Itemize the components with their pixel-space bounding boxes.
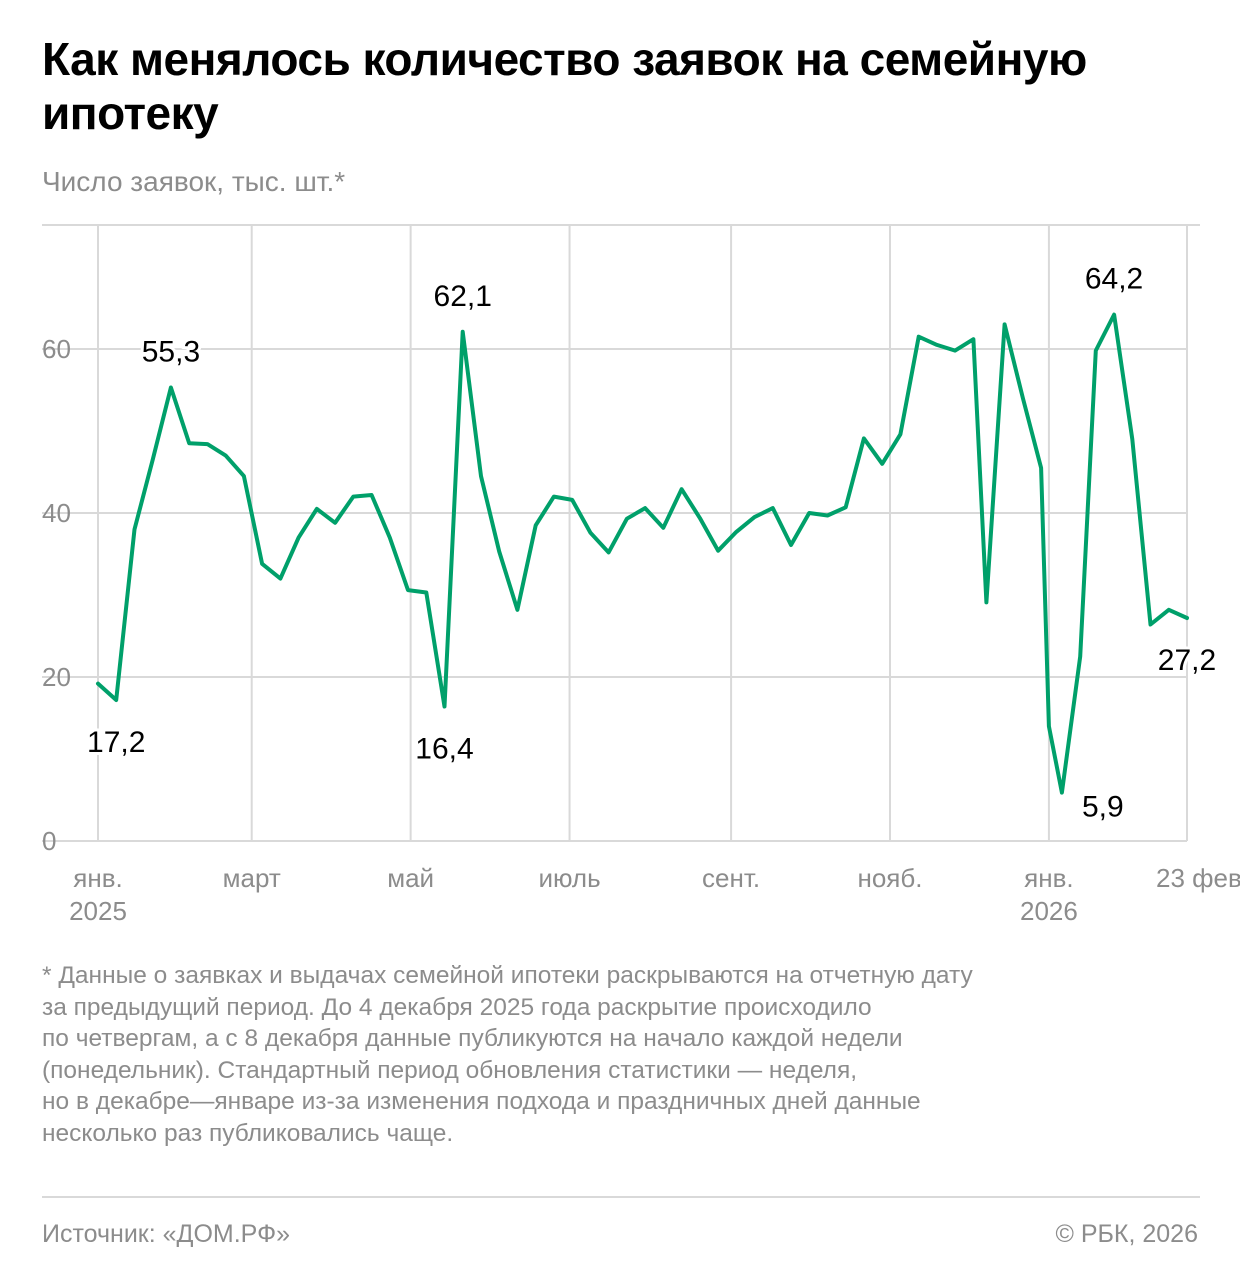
- x-tick-label: янв.: [1024, 863, 1073, 893]
- data-label: 64,2: [1085, 263, 1143, 296]
- footnote: * Данные о заявках и выдачах семейной ип…: [42, 960, 1202, 1149]
- data-label: 17,2: [87, 726, 145, 759]
- data-label: 62,1: [434, 280, 492, 313]
- y-tick-label: 40: [42, 498, 71, 528]
- x-tick-label: 23 фев.: [1156, 863, 1240, 893]
- footnote-line: * Данные о заявках и выдачах семейной ип…: [42, 962, 973, 989]
- x-tick-label: июль: [538, 863, 600, 893]
- copyright-text: © РБК, 2026: [1055, 1220, 1198, 1248]
- data-label: 27,2: [1158, 644, 1216, 677]
- y-tick-label: 20: [42, 662, 71, 692]
- footnote-line: за предыдущий период. До 4 декабря 2025 …: [42, 993, 872, 1021]
- footnote-line: но в декабре—январе из-за изменения подх…: [42, 1088, 921, 1115]
- x-tick-year: 2026: [1020, 896, 1078, 926]
- y-tick-label: 60: [42, 334, 71, 364]
- source-text: Источник: «ДОМ.РФ»: [42, 1220, 290, 1248]
- y-tick-label: 0: [42, 826, 56, 856]
- series-line: [96, 312, 1189, 795]
- footnote-line: по четвергам, а с 8 декабря данные публи…: [42, 1025, 903, 1052]
- x-tick-label: сент.: [702, 863, 760, 893]
- top-divider: [42, 224, 1200, 226]
- x-tick-year: 2025: [69, 896, 127, 926]
- chart-subtitle: Число заявок, тыс. шт.*: [42, 166, 346, 197]
- x-tick-label: янв.: [73, 863, 122, 893]
- data-label: 5,9: [1082, 791, 1124, 824]
- footnote-line: несколько раз публиковались чаще.: [42, 1119, 454, 1147]
- x-tick-label: май: [387, 863, 434, 893]
- bottom-divider: [42, 1196, 1200, 1198]
- x-tick-label: нояб.: [857, 863, 922, 893]
- x-tick-label: март: [223, 863, 281, 893]
- chart-title: Как менялось количество заявок на семейн…: [42, 33, 1087, 139]
- data-label: 16,4: [415, 733, 473, 766]
- data-label: 55,3: [142, 336, 200, 369]
- footnote-line: (понедельник). Стандартный период обновл…: [42, 1056, 858, 1084]
